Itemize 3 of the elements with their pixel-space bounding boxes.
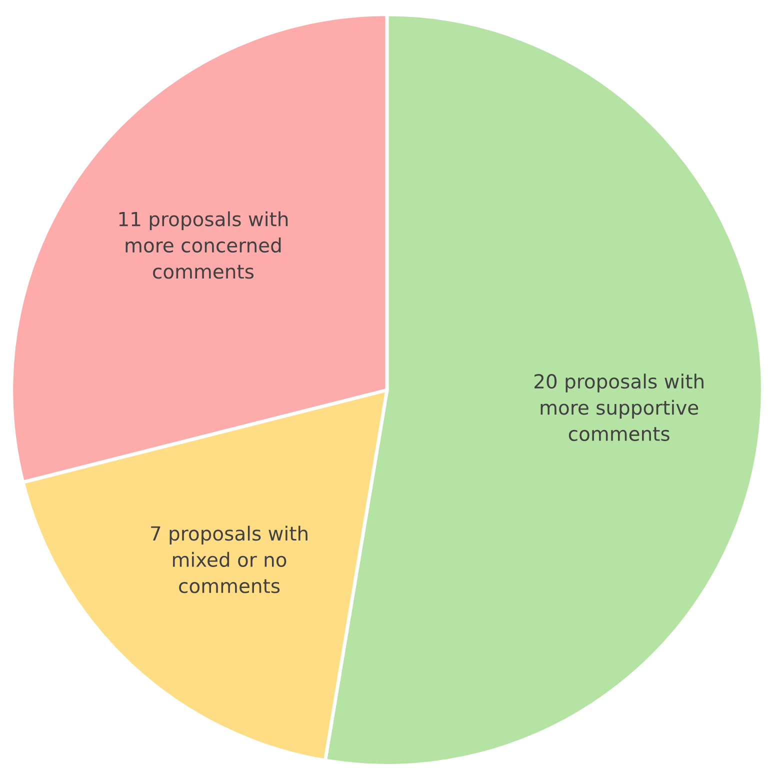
slice-label: 7 proposals with mixed or no comments (151, 526, 308, 594)
slice-label: 11 proposals with more concerned comments (119, 211, 288, 279)
slice-label: 20 proposals with more supportive comments (534, 374, 704, 442)
